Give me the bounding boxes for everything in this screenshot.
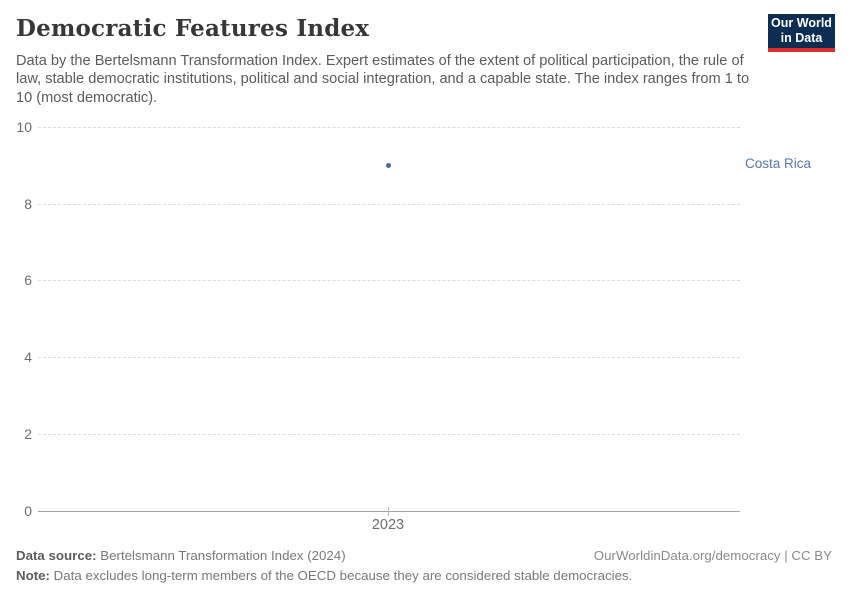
gridline-10	[38, 127, 740, 128]
y-tick-label-0: 0	[24, 503, 32, 519]
y-tick-label-4: 4	[24, 349, 32, 365]
owid-logo-line2: in Data	[780, 31, 823, 45]
page-title: Democratic Features Index	[16, 15, 370, 42]
footer-source-text: Bertelsmann Transformation Index (2024)	[96, 548, 346, 563]
gridline-8	[38, 204, 740, 205]
y-tick-label-8: 8	[24, 196, 32, 212]
x-tick-mark-2023	[388, 507, 389, 516]
data-point-costa-rica[interactable]	[386, 163, 391, 168]
y-tick-label-10: 10	[16, 119, 32, 135]
footer-source-label: Data source:	[16, 548, 97, 563]
footer-license-link[interactable]: OurWorldinData.org/democracy | CC BY	[593, 548, 832, 563]
footer-note: Note: Data excludes long-term members of…	[16, 568, 632, 583]
gridline-4	[38, 357, 740, 358]
gridline-2	[38, 434, 740, 435]
footer-note-text: Data excludes long-term members of the O…	[49, 568, 633, 583]
owid-logo[interactable]: Our World in Data	[768, 14, 835, 52]
series-label-costa-rica[interactable]: Costa Rica	[745, 156, 812, 171]
chart-subtitle: Data by the Bertelsmann Transformation I…	[16, 53, 750, 106]
footer-note-label: Note:	[16, 568, 50, 583]
x-axis-line	[38, 511, 740, 512]
y-tick-label-6: 6	[24, 272, 32, 288]
gridline-6	[38, 280, 740, 281]
owid-logo-line1: Our World	[771, 16, 832, 30]
y-tick-label-2: 2	[24, 426, 32, 442]
x-tick-label-2023: 2023	[371, 517, 405, 533]
footer-source: Data source: Bertelsmann Transformation …	[16, 548, 346, 563]
